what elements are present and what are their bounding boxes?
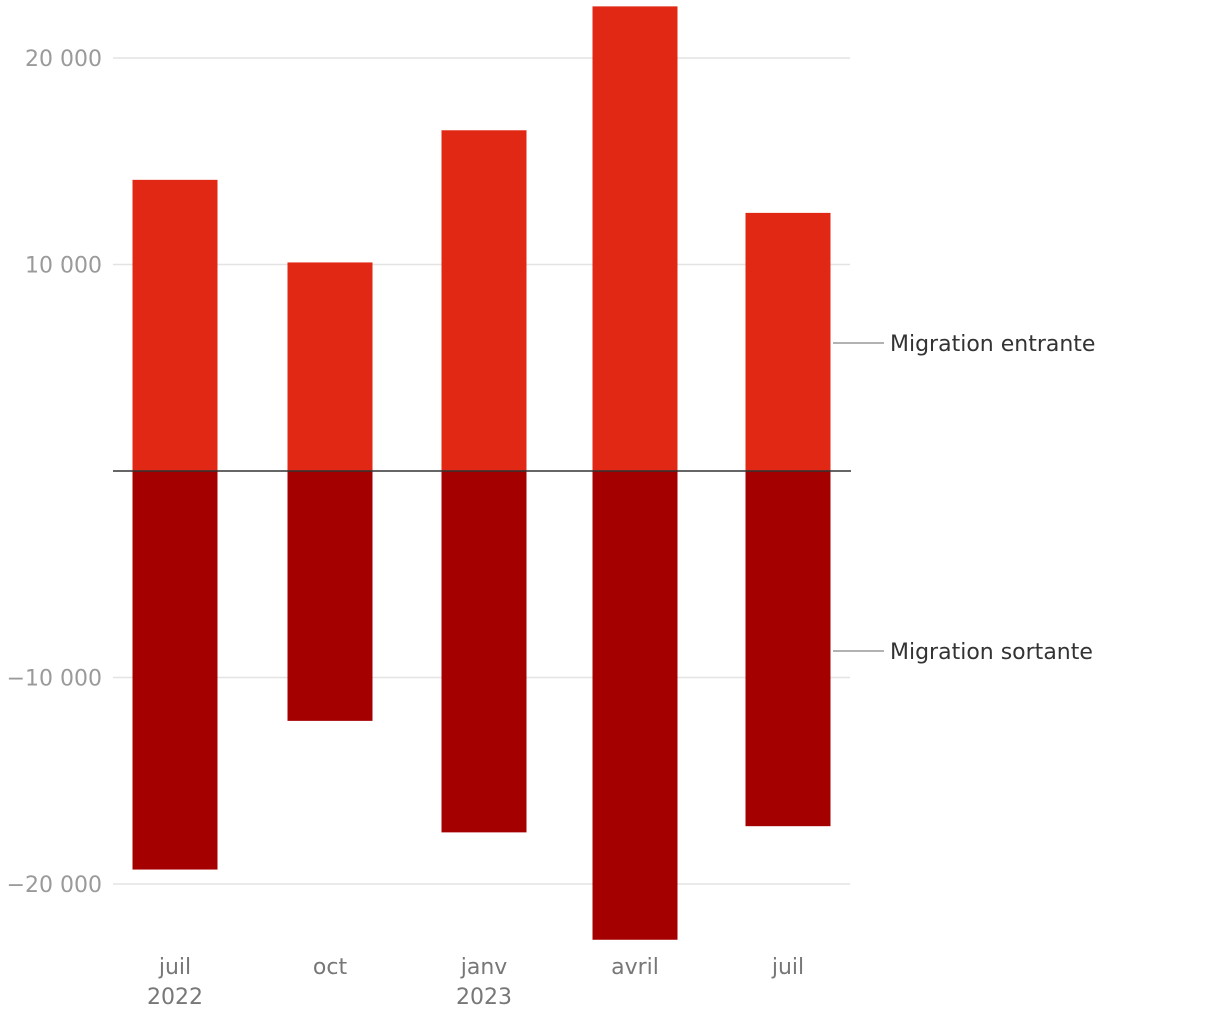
bars-layer (132, 6, 831, 940)
x-tick-label: avril (611, 955, 659, 980)
bar-sortante-0 (132, 471, 218, 870)
bar-entrante-2 (441, 130, 527, 471)
y-tick-label: 20 000 (25, 47, 102, 72)
y-tick-label: −10 000 (7, 667, 102, 692)
legend: Migration entrante Migration sortante (833, 332, 1095, 665)
legend-label-entrante: Migration entrante (890, 332, 1095, 357)
y-tick-label: 10 000 (25, 254, 102, 279)
bar-sortante-3 (592, 471, 678, 940)
y-axis: 20 000 10 000 −10 000 −20 000 (7, 47, 102, 898)
y-tick-label: −20 000 (7, 873, 102, 898)
x-tick-label: oct (313, 955, 348, 980)
legend-label-sortante: Migration sortante (890, 640, 1093, 665)
x-axis: juil 2022 oct janv 2023 avril juil (147, 955, 804, 1010)
x-tick-year-label: 2022 (147, 985, 203, 1010)
bar-entrante-4 (745, 212, 831, 471)
bar-entrante-3 (592, 6, 678, 471)
bar-sortante-2 (441, 471, 527, 833)
bar-entrante-1 (287, 262, 373, 471)
x-tick-label: juil (158, 955, 191, 980)
x-tick-year-label: 2023 (456, 985, 512, 1010)
bar-sortante-4 (745, 471, 831, 827)
x-tick-label: juil (771, 955, 804, 980)
bar-sortante-1 (287, 471, 373, 721)
bar-entrante-0 (132, 179, 218, 471)
x-tick-label: janv (460, 955, 508, 980)
